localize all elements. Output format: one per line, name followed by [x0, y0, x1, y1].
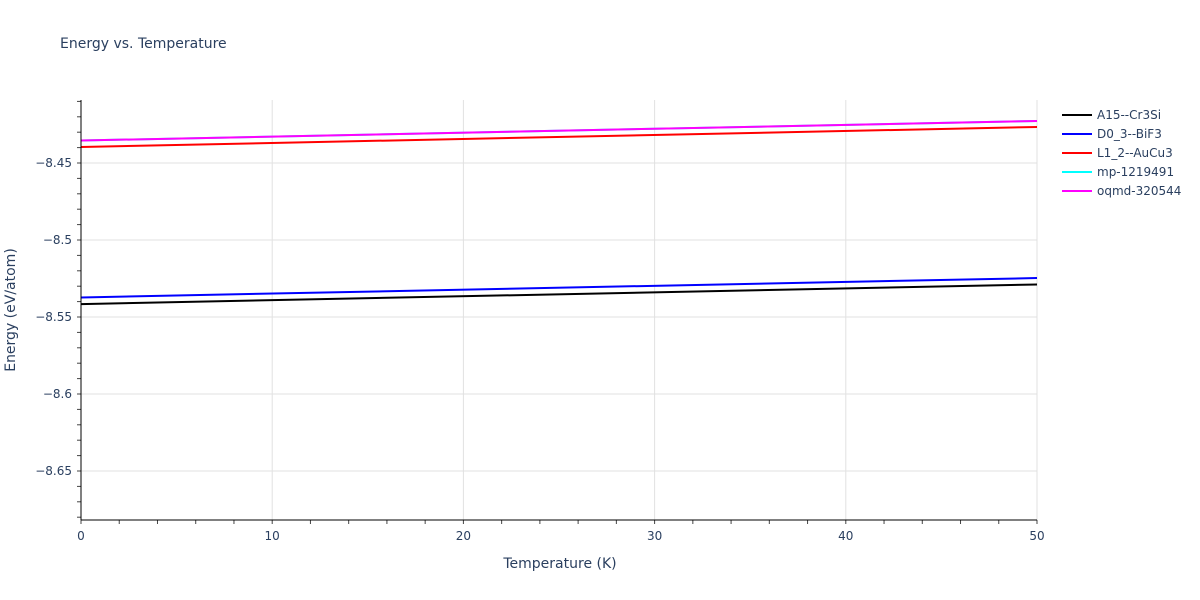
axes: 0 10 20 30 40 50 −8.45 −8.5 −8.55 −8.6 −8.65: [35, 100, 1045, 543]
x-tick-label: 10: [265, 529, 280, 543]
x-tick-label: 30: [647, 529, 662, 543]
x-tick-label: 40: [838, 529, 853, 543]
legend-label: oqmd-320544: [1097, 184, 1181, 198]
series-line-A15--Cr3Si: [80, 283, 1038, 306]
legend: A15--Cr3Si D0_3--BiF3 L1_2--AuCu3 mp-121949…: [1062, 108, 1181, 198]
legend-label: mp-1219491: [1097, 165, 1174, 179]
y-tick-label: −8.45: [35, 156, 72, 170]
series-line-oqmd-320544: [80, 119, 1038, 142]
legend-label: A15--Cr3Si: [1097, 108, 1161, 122]
legend-label: D0_3--BiF3: [1097, 127, 1162, 141]
x-tick-label: 20: [456, 529, 471, 543]
x-tick-label: 50: [1029, 529, 1044, 543]
legend-item[interactable]: A15--Cr3Si: [1062, 108, 1161, 122]
y-axis-title: Energy (eV/atom): [3, 248, 19, 372]
series-line-D0_3--BiF3: [80, 277, 1038, 299]
x-tick-label: 0: [77, 529, 85, 543]
legend-item[interactable]: mp-1219491: [1062, 165, 1174, 179]
legend-label: L1_2--AuCu3: [1097, 146, 1173, 160]
grid-lines: [81, 100, 1038, 520]
y-tick-label: −8.55: [35, 310, 72, 324]
y-tick-label: −8.5: [43, 233, 72, 247]
series-lines: [80, 119, 1038, 306]
series-line-L1_2--AuCu3: [80, 125, 1038, 148]
chart-title: Energy vs. Temperature: [60, 36, 227, 52]
y-tick-label: −8.6: [43, 387, 72, 401]
legend-item[interactable]: D0_3--BiF3: [1062, 127, 1162, 141]
y-tick-label: −8.65: [35, 464, 72, 478]
legend-item[interactable]: oqmd-320544: [1062, 184, 1181, 198]
legend-item[interactable]: L1_2--AuCu3: [1062, 146, 1173, 160]
x-axis-title: Temperature (K): [502, 556, 616, 572]
